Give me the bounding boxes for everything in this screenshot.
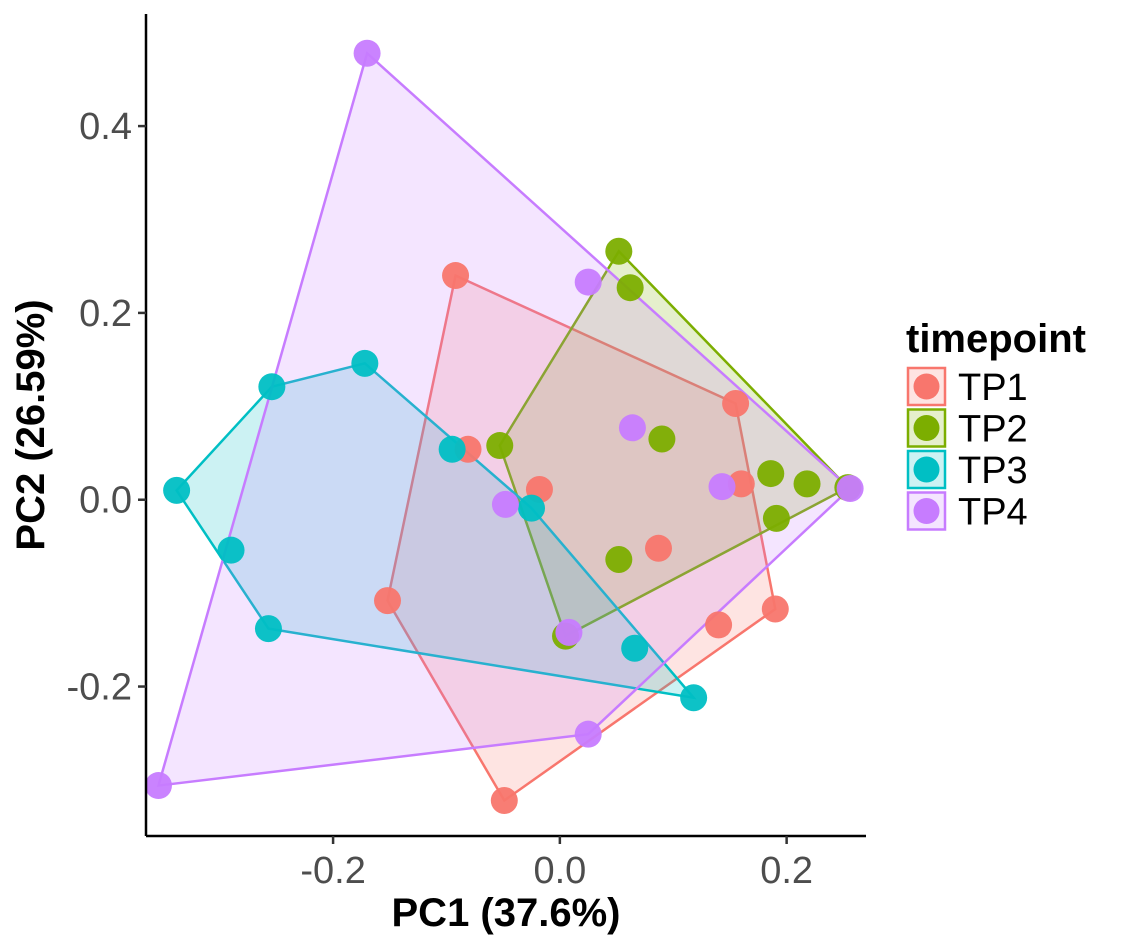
point-tp2 xyxy=(486,432,514,460)
legend-item-tp4: TP4 xyxy=(906,491,1028,534)
point-tp2 xyxy=(648,425,676,453)
point-tp3 xyxy=(254,615,282,643)
legend-label: TP3 xyxy=(958,450,1028,492)
hull-tp4 xyxy=(156,50,852,788)
x-tick-label: -0.2 xyxy=(300,850,365,892)
point-tp3 xyxy=(217,536,245,564)
point-tp1 xyxy=(722,390,750,418)
point-tp4 xyxy=(491,490,519,518)
x-axis-ticks: -0.2 0.0 0.2 xyxy=(300,836,813,892)
legend-title: timepoint xyxy=(906,317,1086,361)
legend-key-point xyxy=(913,456,940,483)
axes xyxy=(144,14,866,838)
x-tick-label: 0.0 xyxy=(533,850,586,892)
point-tp1 xyxy=(490,787,518,815)
point-tp4 xyxy=(574,720,602,748)
point-tp4 xyxy=(353,39,381,67)
point-tp1 xyxy=(442,262,470,290)
y-tick-label: 0.0 xyxy=(79,480,132,522)
legend-item-tp3: TP3 xyxy=(906,449,1028,492)
legend-label: TP4 xyxy=(958,492,1028,534)
point-tp2 xyxy=(605,237,633,265)
point-tp1 xyxy=(761,595,789,623)
point-tp4 xyxy=(836,475,864,503)
point-tp3 xyxy=(163,476,191,504)
convex-hulls xyxy=(156,50,852,803)
point-tp1 xyxy=(645,534,673,562)
hull-tp1 xyxy=(386,273,777,803)
point-tp4 xyxy=(708,473,736,501)
point-tp3 xyxy=(438,435,466,463)
point-tp3 xyxy=(258,373,286,401)
point-tp2 xyxy=(757,460,785,488)
legend-item-tp1: TP1 xyxy=(906,366,1028,409)
point-tp4 xyxy=(618,414,646,442)
y-tick-label: 0.2 xyxy=(79,293,132,335)
point-tp3 xyxy=(351,349,379,377)
point-tp4 xyxy=(574,268,602,296)
legend-key-point xyxy=(913,415,940,441)
point-tp3 xyxy=(518,494,546,522)
x-axis-title: PC1 (37.6%) xyxy=(392,891,621,935)
point-tp4 xyxy=(144,772,172,800)
y-tick-label: 0.4 xyxy=(79,106,132,148)
legend-item-tp2: TP2 xyxy=(906,408,1028,451)
y-tick-label: -0.2 xyxy=(67,667,132,709)
x-tick-label: 0.2 xyxy=(760,850,813,892)
legend-label: TP1 xyxy=(958,367,1028,409)
y-axis-title: PC2 (26.59%) xyxy=(9,299,53,550)
point-tp3 xyxy=(621,634,649,662)
y-axis-ticks: -0.2 0.0 0.2 0.4 xyxy=(67,106,146,709)
point-tp3 xyxy=(680,684,708,712)
legend-key-point xyxy=(913,373,940,400)
point-tp2 xyxy=(616,274,644,302)
point-tp4 xyxy=(555,618,583,646)
point-tp2 xyxy=(793,470,821,498)
legend-label: TP2 xyxy=(958,409,1028,451)
point-tp1 xyxy=(705,611,733,639)
data-points xyxy=(144,39,864,815)
point-tp2 xyxy=(605,546,633,574)
legend-key-point xyxy=(913,498,940,524)
point-tp2 xyxy=(762,504,790,532)
point-tp1 xyxy=(374,587,402,615)
